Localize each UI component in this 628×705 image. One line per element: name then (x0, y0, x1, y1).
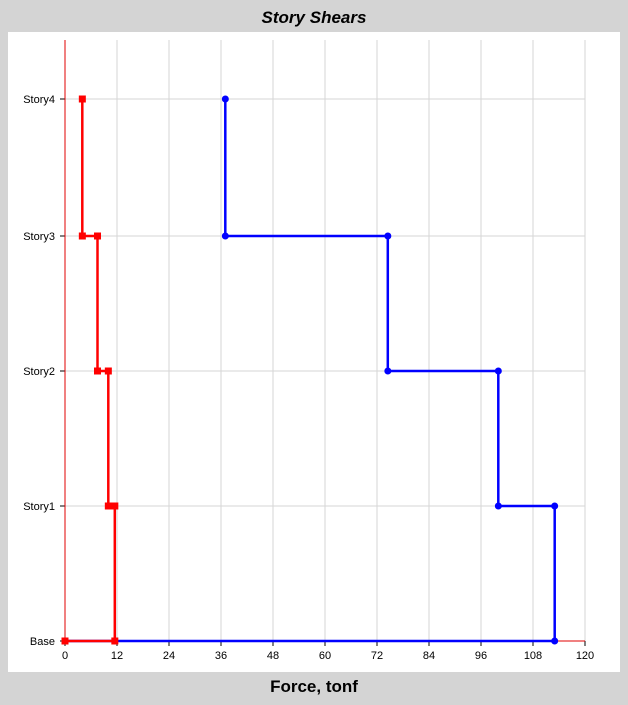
x-tick-label: 72 (371, 650, 383, 662)
x-tick-label: 120 (576, 650, 594, 662)
x-tick-label: 84 (423, 650, 435, 662)
y-tick-label: Story2 (23, 366, 55, 378)
x-tick-label: 24 (163, 650, 175, 662)
series-2-point (111, 502, 119, 510)
series-1-point (384, 232, 392, 240)
series-2-point (78, 95, 86, 103)
plot-panel (8, 32, 620, 672)
x-tick-label: 60 (319, 650, 331, 662)
x-tick-label: 12 (111, 650, 123, 662)
series-2-point (94, 232, 101, 240)
series-2-point (94, 367, 101, 375)
series-1-point (494, 502, 502, 510)
series-2-point (104, 502, 112, 510)
y-tick-label: Story3 (23, 231, 55, 243)
axis-layer (60, 40, 586, 646)
series-1-point (551, 637, 559, 645)
label-layer: 0 12 24 36 48 60 72 84 96 108 120 Base Story1 Story2 S… (23, 94, 594, 662)
x-axis-title: Force, tonf (270, 677, 358, 696)
y-tick-label: Base (30, 636, 55, 648)
series-1-point (551, 502, 559, 510)
series-1-point (384, 367, 392, 375)
x-tick-label: 108 (524, 650, 542, 662)
x-tick-label: 0 (62, 650, 68, 662)
series-1-point (494, 367, 502, 375)
series-layer (61, 95, 559, 645)
grid-layer (65, 40, 586, 641)
x-tick-label: 48 (267, 650, 279, 662)
series-2-point (78, 232, 86, 240)
series-2-point (61, 637, 69, 645)
series-1-point (221, 232, 229, 240)
series-2-point (111, 637, 119, 645)
x-tick-label: 96 (475, 650, 487, 662)
y-tick-label: Story4 (23, 94, 55, 106)
series-2-point (104, 367, 112, 375)
chart-title: Story Shears (261, 8, 367, 27)
series-1-point (221, 95, 229, 103)
y-tick-label: Story1 (23, 501, 55, 513)
x-tick-label: 36 (215, 650, 227, 662)
